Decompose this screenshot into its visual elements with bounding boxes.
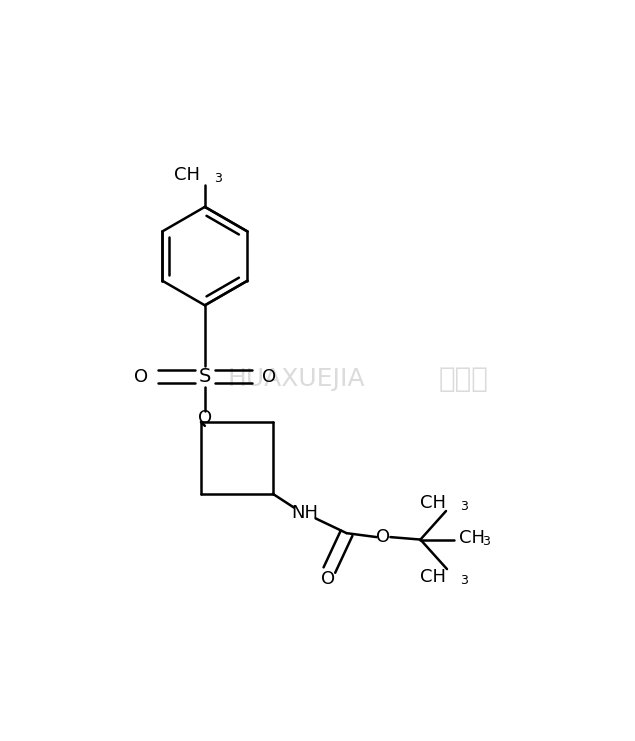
Text: HUAXUEJIA: HUAXUEJIA xyxy=(227,367,364,391)
Text: CH: CH xyxy=(420,494,446,511)
Text: 3: 3 xyxy=(214,172,222,185)
Text: NH: NH xyxy=(291,505,318,522)
Text: 化学加: 化学加 xyxy=(439,365,488,393)
Text: O: O xyxy=(262,368,276,385)
Text: 3: 3 xyxy=(460,499,467,513)
Text: O: O xyxy=(198,410,212,428)
Text: CH: CH xyxy=(174,166,200,184)
Text: S: S xyxy=(199,368,211,386)
Text: CH: CH xyxy=(420,568,446,586)
Text: CH: CH xyxy=(459,529,485,547)
Text: O: O xyxy=(133,368,148,385)
Text: 3: 3 xyxy=(460,574,467,588)
Text: O: O xyxy=(377,528,391,546)
Text: O: O xyxy=(321,570,335,588)
Text: 3: 3 xyxy=(483,535,490,548)
